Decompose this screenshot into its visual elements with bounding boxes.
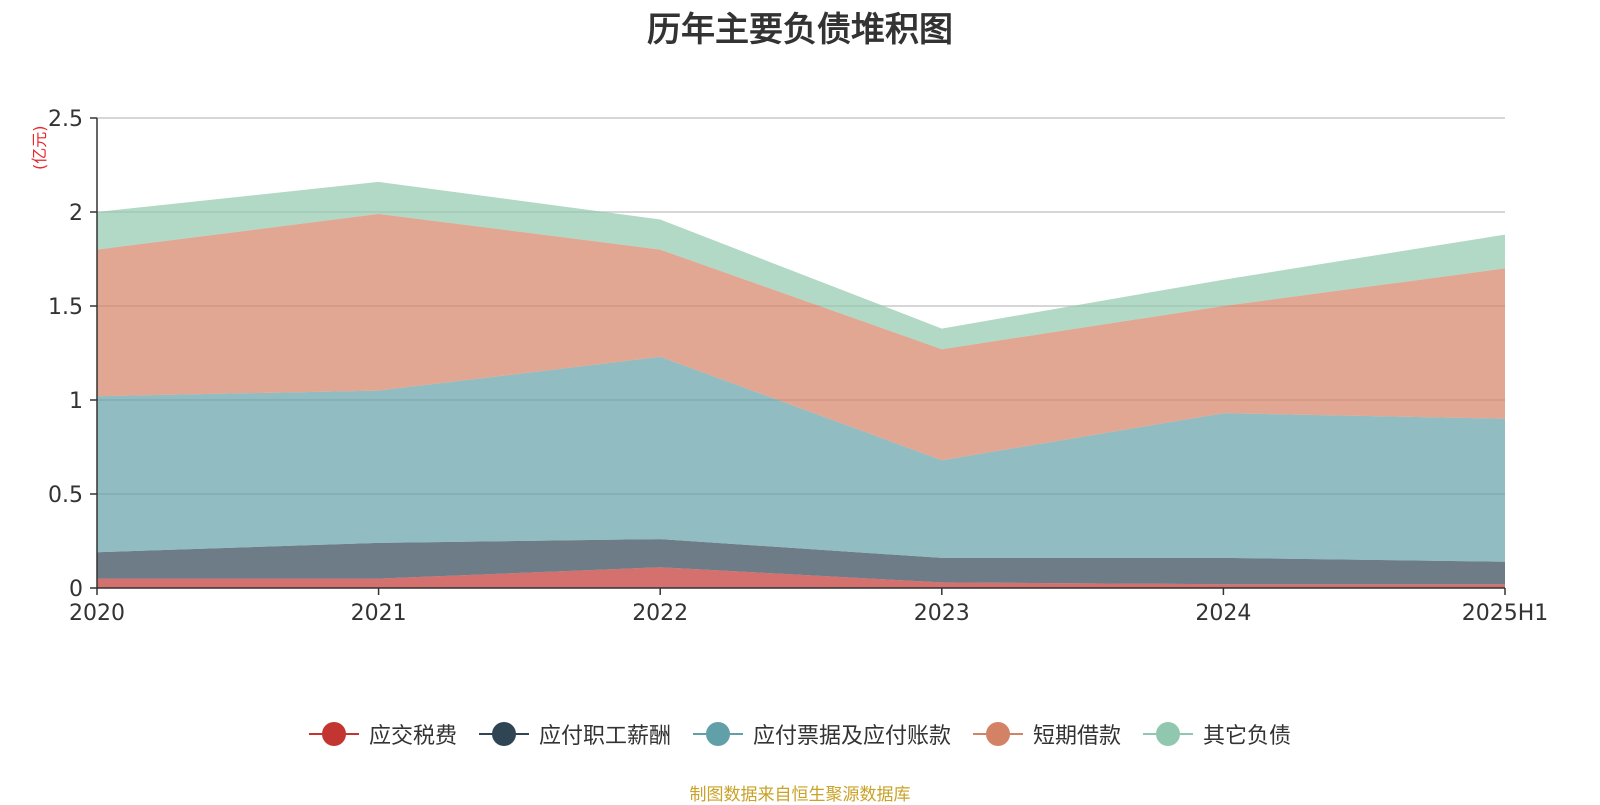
area-series-4 <box>97 213 1505 461</box>
area-series-2 <box>97 539 1505 585</box>
x-tick-label: 2024 <box>1195 601 1251 626</box>
x-tick-label: 2020 <box>69 601 125 626</box>
stacked-area-chart: 0 0.5 1 1.5 2 2.5 2020 2021 2022 2023 2024 2025H1 <box>48 107 1548 626</box>
x-tick-label: 2022 <box>632 601 688 626</box>
legend-item-3[interactable]: 应付票据及应付账款 <box>692 718 951 750</box>
legend-item-5[interactable]: 其它负债 <box>1143 718 1291 750</box>
x-tick-label: 2021 <box>351 601 407 626</box>
x-tick-label: 2025H1 <box>1462 601 1549 626</box>
area-series-5 <box>97 181 1505 350</box>
chart-title: 历年主要负债堆积图 <box>647 10 953 50</box>
legend-item-1[interactable]: 应交税费 <box>308 718 457 750</box>
legend: 应交税费 应付职工薪酬 应付票据及应付账款 短期借款 其它负债 <box>0 718 1600 750</box>
legend-item-4[interactable]: 短期借款 <box>973 718 1121 750</box>
source-note: 制图数据来自恒生聚源数据库 <box>689 785 911 805</box>
legend-label: 应交税费 <box>368 724 457 749</box>
legend-marker-icon <box>973 721 1023 747</box>
legend-marker-icon <box>308 721 359 747</box>
legend-label: 短期借款 <box>1033 724 1122 749</box>
legend-label: 应付职工薪酬 <box>538 724 671 749</box>
x-tick-label: 2023 <box>914 601 970 626</box>
y-tick-label: 1 <box>69 389 83 414</box>
legend-item-2[interactable]: 应付职工薪酬 <box>478 718 671 750</box>
legend-label: 应付票据及应付账款 <box>752 724 951 749</box>
legend-label: 其它负债 <box>1203 724 1292 749</box>
legend-marker-icon <box>1143 721 1194 747</box>
area-series-1 <box>97 567 1505 588</box>
y-tick-label: 0.5 <box>48 483 83 508</box>
legend-marker-icon <box>478 721 529 747</box>
axes: 0 0.5 1 1.5 2 2.5 2020 2021 2022 2023 2024 2025H1 <box>48 107 1548 626</box>
legend-marker-icon <box>692 721 743 747</box>
y-tick-label: 0 <box>69 577 83 602</box>
y-tick-label: 2 <box>69 201 83 226</box>
y-tick-label: 2.5 <box>48 107 83 132</box>
y-tick-label: 1.5 <box>48 295 83 320</box>
area-series-layer <box>97 181 1505 588</box>
area-series-3 <box>97 356 1505 562</box>
